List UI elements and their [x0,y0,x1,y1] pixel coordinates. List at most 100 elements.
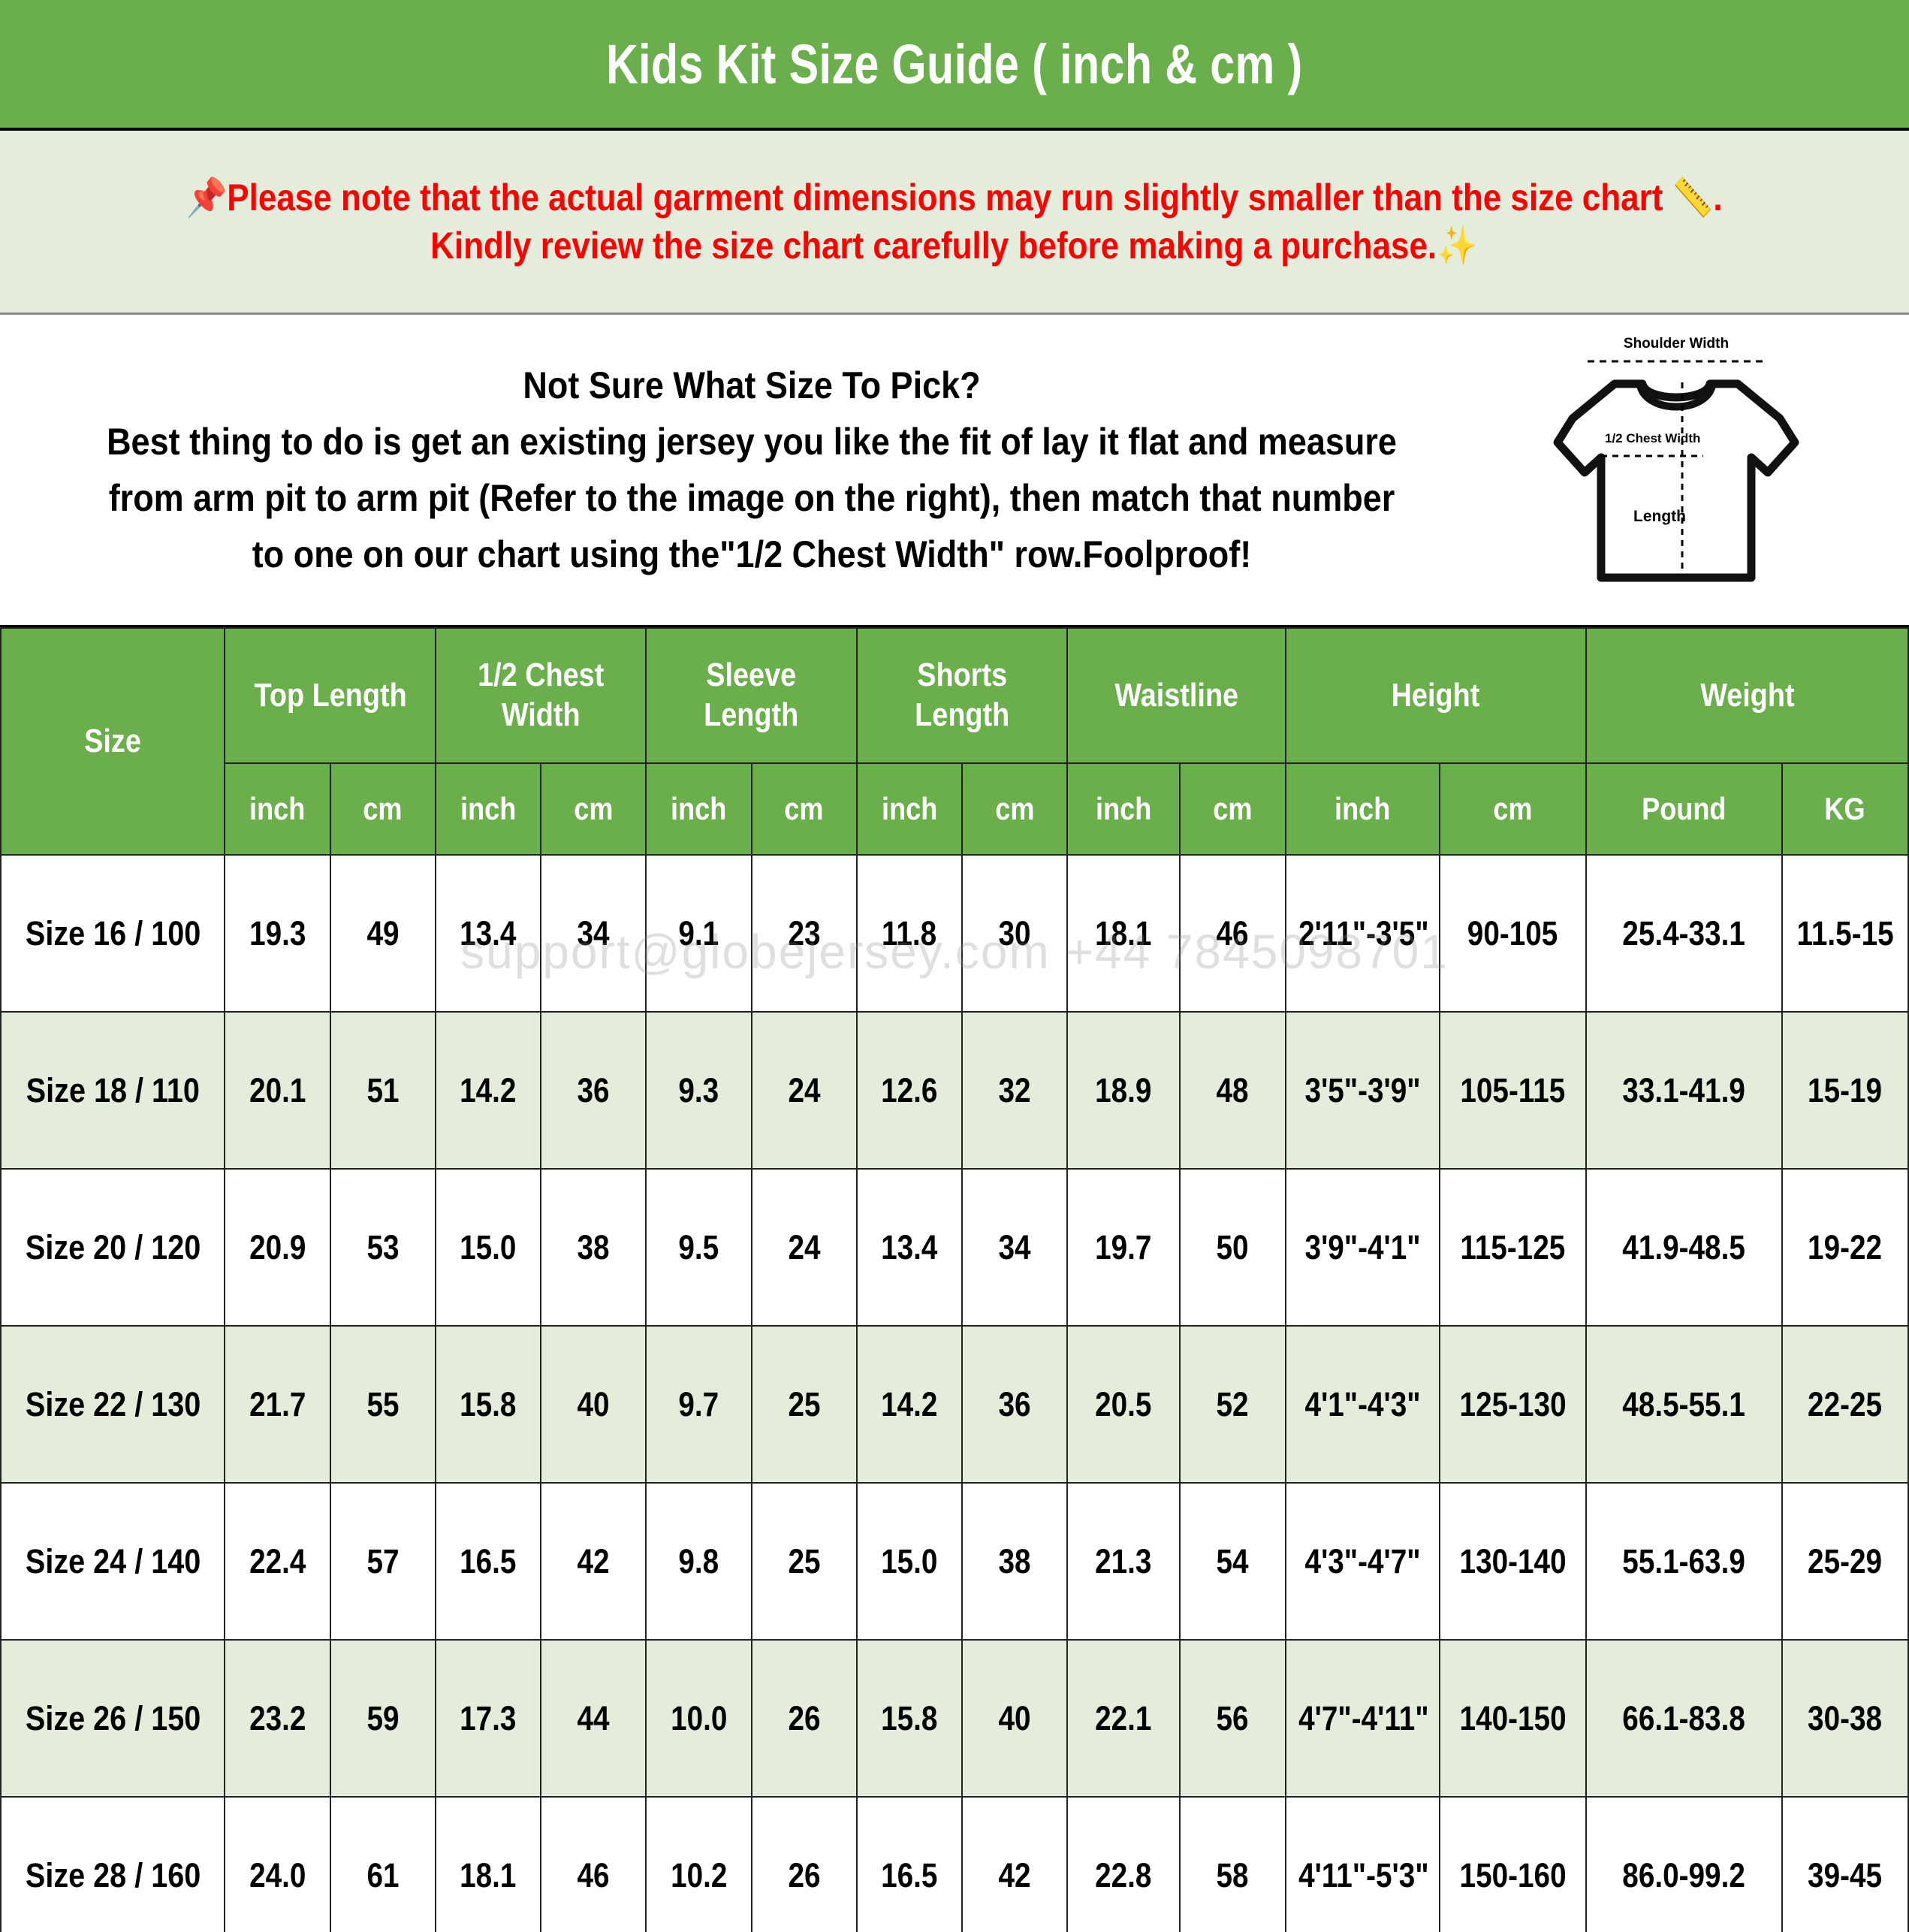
unit-header-0: inch [224,762,331,856]
cell-top-length-cm: 59 [329,1639,436,1798]
info-line-1: Best thing to do is get an existing jers… [107,420,1397,463]
cell-shorts-inch: 12.6 [855,1011,963,1170]
cell-sleeve-cm: 25 [750,1482,858,1641]
cell-shorts-inch: 13.4 [855,1168,963,1327]
cell-height-inch: 4'3"-4'7" [1284,1482,1440,1641]
unit-header-row: inch cm inch cm inch cm inch cm inch cm … [1,762,1909,856]
group-header-shorts-length: Shorts Length [855,627,1069,764]
page-title: Kids Kit Size Guide ( inch & cm ) [606,32,1303,95]
cell-shorts-inch: 11.8 [855,854,963,1013]
cell-chest-inch: 15.0 [434,1168,542,1327]
info-band: Not Sure What Size To Pick? Best thing t… [0,315,1909,627]
cell-waist-inch: 22.8 [1066,1796,1181,1932]
unit-header-11: cm [1438,762,1588,856]
cell-waist-cm: 56 [1179,1639,1286,1798]
cell-sleeve-inch: 9.5 [645,1168,752,1327]
unit-header-2: inch [434,762,542,856]
cell-sleeve-cm: 23 [750,854,858,1013]
cell-top-length-inch: 20.1 [224,1011,331,1170]
cell-top-length-inch: 20.9 [224,1168,331,1327]
cell-top-length-cm: 61 [329,1796,436,1932]
cell-weight-pound: 33.1-41.9 [1585,1011,1783,1170]
cell-height-inch: 4'1"-4'3" [1284,1325,1440,1484]
cell-sleeve-inch: 10.2 [645,1796,752,1932]
cell-height-cm: 115-125 [1438,1168,1588,1327]
unit-header-3: cm [540,762,647,856]
cell-shorts-inch: 15.8 [855,1639,963,1798]
cell-weight-pound: 86.0-99.2 [1585,1796,1783,1932]
cell-weight-kg: 19-22 [1781,1168,1909,1327]
unit-header-13: KG [1781,762,1909,856]
unit-header-9: cm [1179,762,1286,856]
cell-waist-inch: 21.3 [1066,1482,1181,1641]
cell-waist-cm: 52 [1179,1325,1286,1484]
cell-shorts-inch: 14.2 [855,1325,963,1484]
svg-text:1/2 Chest Width: 1/2 Chest Width [1605,431,1700,445]
unit-header-10: inch [1284,762,1440,856]
size-chart-table: Size Top Length 1/2 Chest Width Sleeve L… [0,627,1909,1932]
info-line-2: from arm pit to arm pit (Refer to the im… [108,476,1395,519]
cell-sleeve-cm: 24 [750,1168,858,1327]
cell-weight-kg: 22-25 [1781,1325,1909,1484]
cell-shorts-cm: 36 [961,1325,1069,1484]
cell-height-cm: 90-105 [1438,854,1588,1013]
group-header-chest-width: 1/2 Chest Width [434,627,647,764]
cell-shorts-cm: 34 [961,1168,1069,1327]
cell-shorts-cm: 38 [961,1482,1069,1641]
cell-chest-cm: 38 [540,1168,647,1327]
unit-header-7: cm [961,762,1069,856]
cell-height-inch: 4'11"-5'3" [1284,1796,1440,1932]
cell-chest-inch: 18.1 [434,1796,542,1932]
cell-weight-pound: 66.1-83.8 [1585,1639,1783,1798]
cell-height-inch: 2'11"-3'5" [1284,854,1440,1013]
cell-top-length-cm: 51 [329,1011,436,1170]
cell-height-inch: 3'9"-4'1" [1284,1168,1440,1327]
group-header-sleeve-length: Sleeve Length [645,627,858,764]
cell-weight-pound: 55.1-63.9 [1585,1482,1783,1641]
cell-sleeve-inch: 9.3 [645,1011,752,1170]
table-row: Size 24 / 140 22.4 57 16.5 42 9.8 25 15.… [0,1482,1909,1641]
cell-top-length-cm: 55 [329,1325,436,1484]
cell-weight-pound: 25.4-33.1 [1585,854,1783,1013]
notice-line-1: 📌Please note that the actual garment dim… [185,177,1724,219]
cell-size: Size 24 / 140 [0,1482,226,1641]
table-row: Size 18 / 110 20.1 51 14.2 36 9.3 24 12.… [0,1011,1909,1170]
unit-header-1: cm [329,762,436,856]
cell-top-length-cm: 53 [329,1168,436,1327]
unit-header-6: inch [855,762,963,856]
cell-weight-pound: 48.5-55.1 [1585,1325,1783,1484]
cell-sleeve-cm: 26 [750,1796,858,1932]
cell-waist-inch: 20.5 [1066,1325,1181,1484]
cell-sleeve-cm: 24 [750,1011,858,1170]
cell-size: Size 22 / 130 [0,1325,226,1484]
cell-height-cm: 105-115 [1438,1011,1588,1170]
cell-sleeve-cm: 25 [750,1325,858,1484]
cell-shorts-inch: 15.0 [855,1482,963,1641]
table-body: Size 16 / 100 19.3 49 13.4 34 9.1 23 11.… [0,854,1909,1932]
unit-header-12: Pound [1585,762,1783,856]
cell-height-inch: 4'7"-4'11" [1284,1639,1440,1798]
cell-height-cm: 130-140 [1438,1482,1588,1641]
cell-chest-cm: 34 [540,854,647,1013]
cell-chest-inch: 16.5 [434,1482,542,1641]
cell-chest-cm: 40 [540,1325,647,1484]
cell-height-cm: 125-130 [1438,1325,1588,1484]
cell-waist-cm: 46 [1179,854,1286,1013]
svg-text:Length: Length [1633,508,1686,525]
cell-shorts-cm: 42 [961,1796,1069,1932]
table-row: Size 28 / 160 24.0 61 18.1 46 10.2 26 16… [0,1796,1909,1932]
unit-header-4: inch [645,762,752,856]
cell-waist-cm: 54 [1179,1482,1286,1641]
notice-line-2: Kindly review the size chart carefully b… [430,225,1479,267]
cell-weight-kg: 39-45 [1781,1796,1909,1932]
info-line-3: to one on our chart using the"1/2 Chest … [252,533,1252,575]
cell-chest-inch: 17.3 [434,1639,542,1798]
cell-size: Size 18 / 110 [0,1011,226,1170]
notice-band: 📌Please note that the actual garment dim… [0,131,1909,315]
cell-weight-kg: 11.5-15 [1781,854,1909,1013]
cell-top-length-inch: 19.3 [224,854,331,1013]
cell-sleeve-cm: 26 [750,1639,858,1798]
cell-sleeve-inch: 9.8 [645,1482,752,1641]
cell-chest-cm: 44 [540,1639,647,1798]
